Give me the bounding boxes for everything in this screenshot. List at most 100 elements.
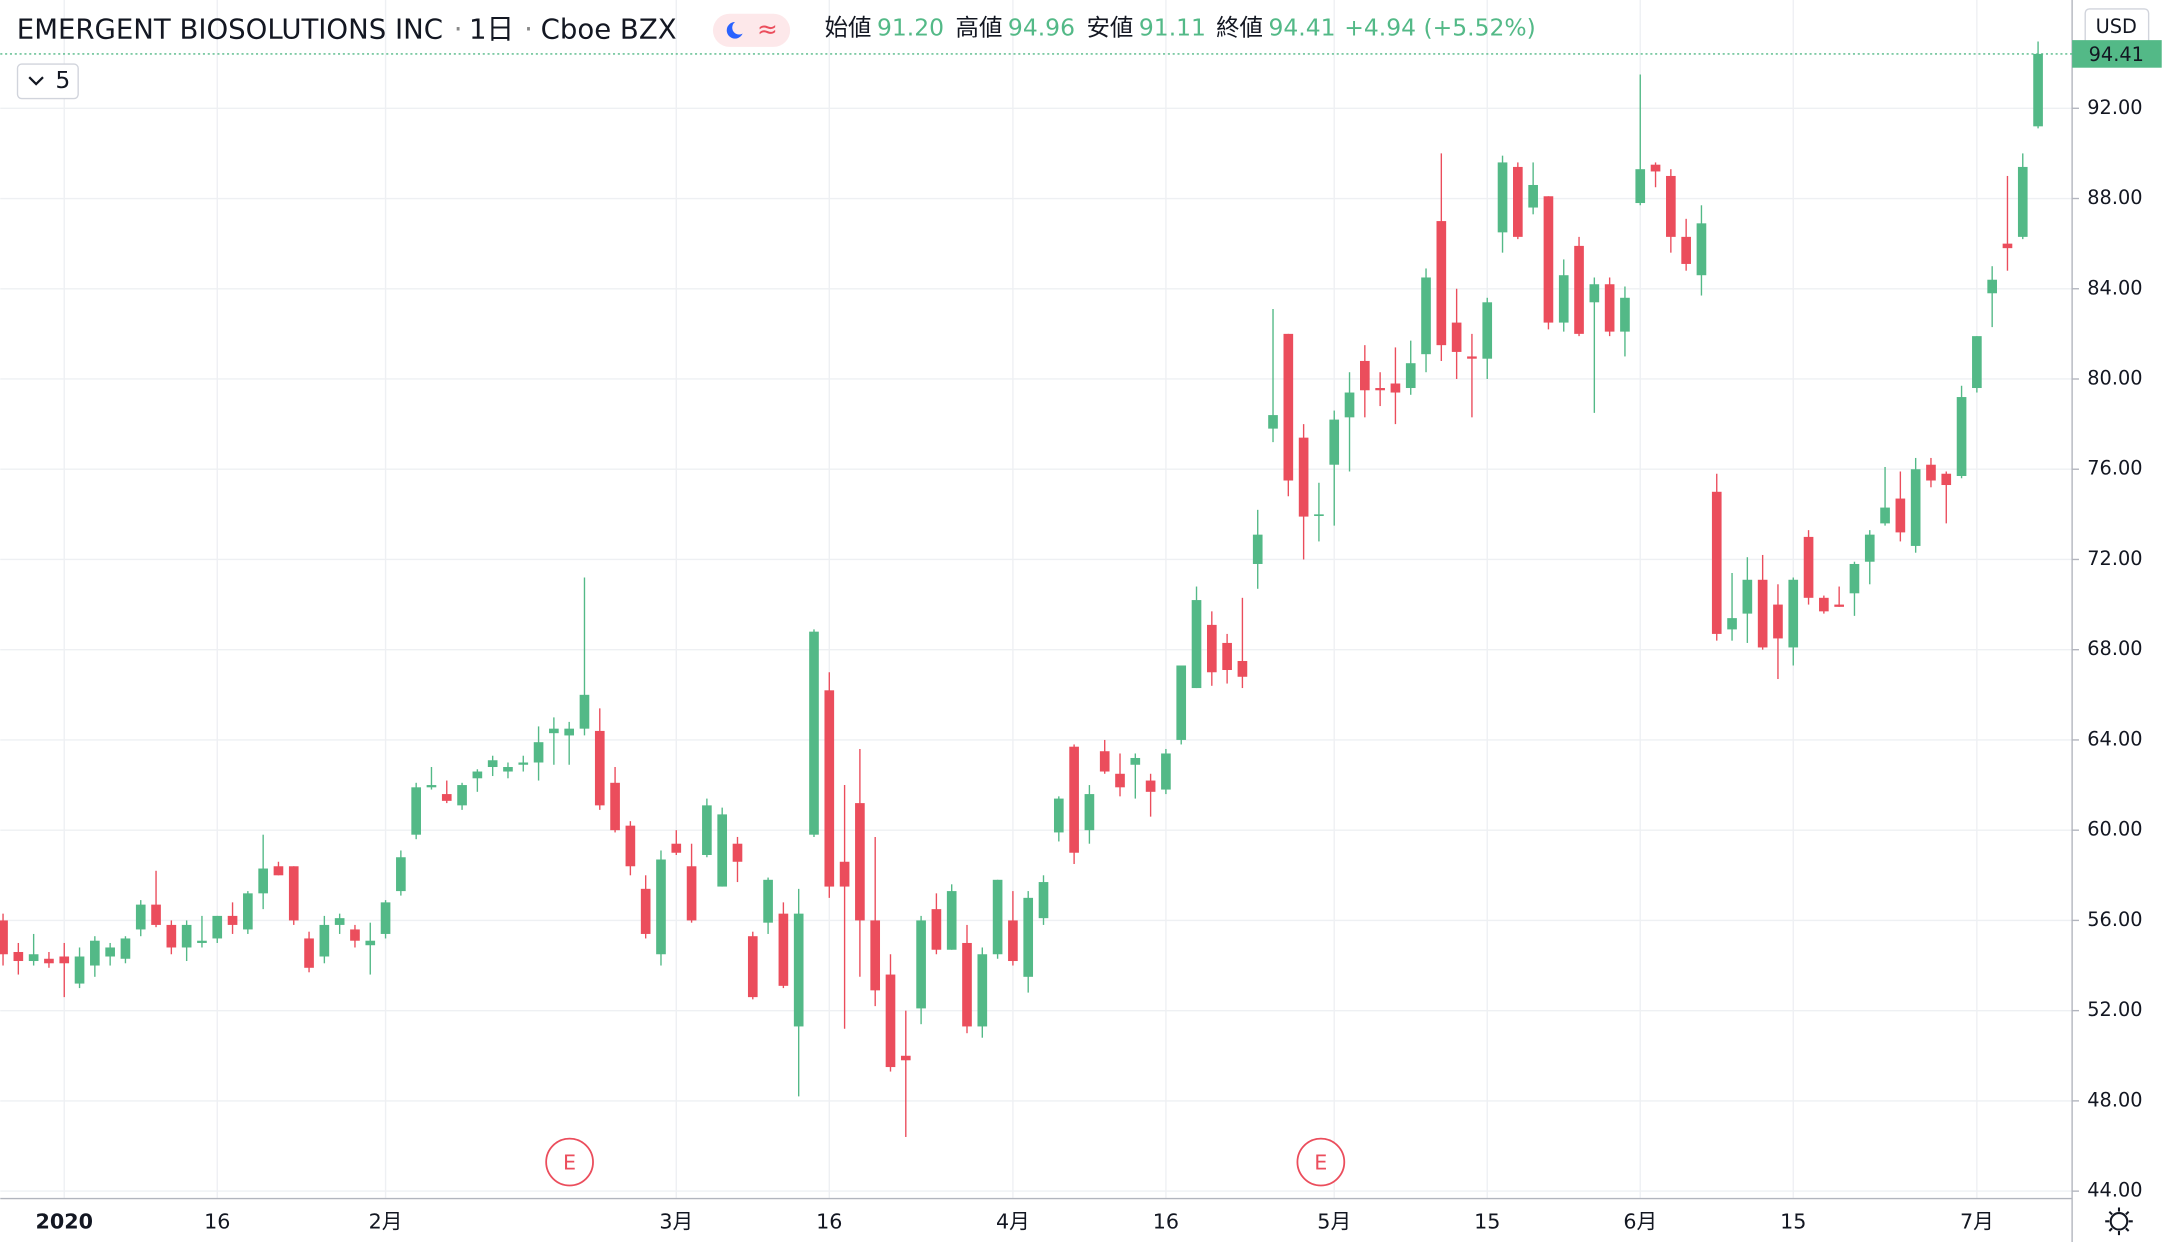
settings-icon[interactable] [2105,1207,2133,1236]
candle-body [1467,356,1477,359]
y-tick-label: 84.00 [2087,276,2142,299]
candle-body [916,920,926,1009]
x-tick-label: 16 [816,1210,842,1234]
candle-body [365,940,376,946]
candle-body [1360,360,1370,391]
candle-body [1513,166,1523,237]
y-tick-label: 64.00 [2087,727,2142,750]
chevron [28,76,44,86]
candle-body [1987,279,1997,294]
candle-body [472,771,483,779]
indicators-toggle[interactable] [16,63,79,100]
candle-body [0,920,8,955]
candle-body [1574,245,1584,334]
candle-body [1436,221,1447,346]
candle-body [181,924,192,948]
candle-body [1926,464,1936,481]
x-tick-label: 3月 [659,1210,693,1234]
currency: USD [2096,15,2137,38]
y-tick-label: 56.00 [2087,908,2142,931]
candle-body [855,803,865,921]
symbol-title: EMERGENT BIOSOLUTIONS INC [17,13,443,45]
candle-body [1650,164,1661,172]
interval: 1日 [469,13,514,45]
candle-body [28,954,39,962]
candle-body [243,893,253,930]
candle-body [839,861,850,887]
status-pill[interactable] [712,13,791,47]
candle-body [1742,579,1753,614]
y-tick-label: 76.00 [2087,457,2142,480]
candle-body [319,924,330,957]
candle-body [1757,579,1768,648]
candle-body [90,940,100,966]
candle-body [1390,383,1401,393]
candle-body [1773,604,1783,639]
candle-body [732,843,743,862]
candle-body [747,936,758,998]
candle-body [977,954,988,1027]
x-tick-label: 15 [1474,1210,1500,1234]
candle-body [1283,333,1294,481]
candle-body [1206,624,1217,673]
delay-icon: ≈ [757,14,778,43]
candle-body [105,947,115,957]
candle-body [1099,751,1110,772]
candle-body [74,956,85,984]
change: +4.94 (+5.52%) [1344,13,1536,41]
candle-body [1038,882,1049,919]
candle-body [1237,660,1248,677]
y-tick-label: 72.00 [2087,547,2142,570]
candle-body [824,690,835,887]
earnings-marker[interactable] [545,1137,594,1187]
earnings-label: E [1314,1150,1327,1174]
candle-body [656,859,666,955]
candle-body [1604,284,1615,332]
candle-body [59,956,70,964]
candle-body [1834,604,1844,607]
candle-body [793,913,804,1027]
candle-body [334,918,345,925]
candle-body [1864,534,1875,562]
candle-body [946,891,957,950]
candle-body [1176,665,1187,740]
candle-body [503,767,513,772]
candle-body [1880,507,1890,524]
candle-body [120,938,131,959]
candle-body [1298,437,1309,517]
candle-body [166,924,177,948]
close-value: 94.41 [1268,13,1335,41]
x-tick-label: 7月 [1960,1210,1994,1234]
x-tick-label: 4月 [996,1210,1030,1234]
candle-body [870,920,881,991]
candle-body [1558,275,1569,323]
high-label: 高値 [956,13,1003,41]
candle-body [640,888,651,934]
x-tick-label: 6月 [1623,1210,1657,1234]
x-tick-label: 15 [1780,1210,1806,1234]
candle-body [1681,236,1691,264]
candle-body [2002,243,2013,249]
open-label: 始値 [825,13,872,41]
candle-body [717,814,728,887]
candle-body [212,915,223,939]
candle-body [441,794,452,801]
candle-body [1956,397,1967,476]
gear-teeth [2105,1207,2133,1236]
candle-body [931,909,942,950]
earnings-marker[interactable] [1296,1137,1346,1187]
candle-body [151,904,161,925]
market-icon-cut [732,20,747,35]
candle-body [1696,223,1707,276]
candle-body [380,902,391,934]
candle-body [763,879,773,923]
candle-body [900,1055,911,1061]
x-tick-label: 2月 [369,1210,403,1234]
candle-body [686,866,697,921]
candle-body [962,942,972,1027]
y-tick-label: 80.00 [2087,366,2142,389]
candle-body [44,958,54,964]
candle-body [1589,284,1600,303]
candle-body [396,857,406,892]
